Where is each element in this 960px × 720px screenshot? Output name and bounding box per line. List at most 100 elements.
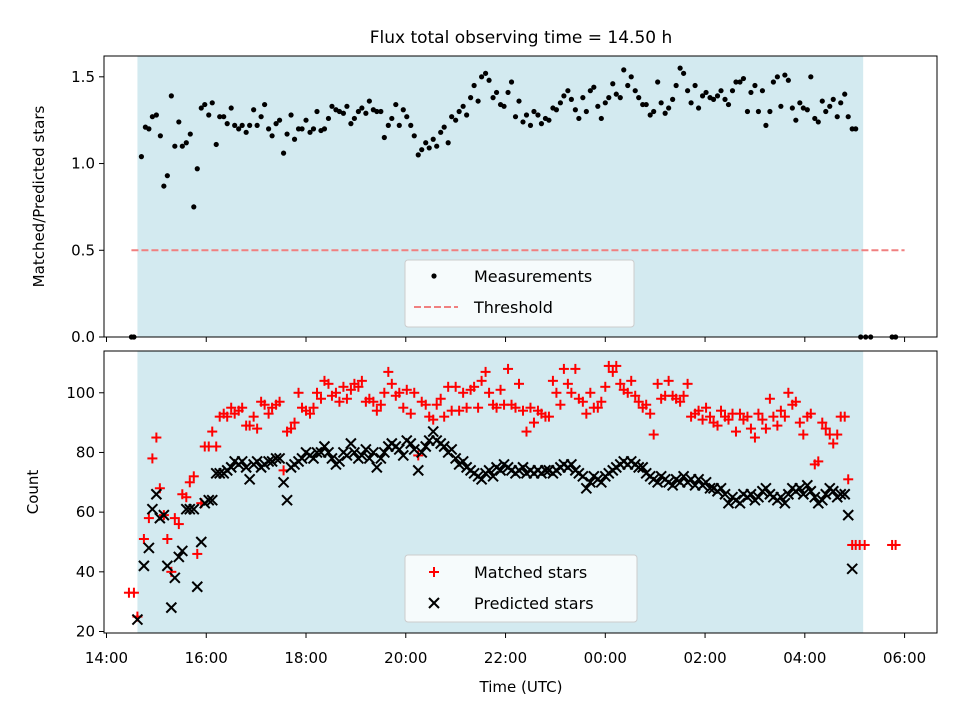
predicted-star-point [333, 455, 346, 468]
count-y-label: Count [24, 470, 42, 515]
measurement-point [520, 119, 526, 125]
measurement-point [262, 101, 268, 108]
matched-star-point [143, 513, 154, 524]
count-y-tick-label: 100 [66, 384, 95, 402]
matched-star-point [570, 363, 581, 374]
time-x-tick-label: 20:00 [384, 649, 427, 667]
measurement-point [508, 79, 515, 85]
predicted-star-point [143, 542, 155, 554]
predicted-star-point [375, 452, 387, 465]
matched-star-point [611, 360, 622, 371]
measurement-point [276, 117, 283, 123]
matched-star-point [263, 408, 274, 419]
measurement-point [819, 98, 825, 104]
predicted-star-point [636, 461, 649, 474]
measurement-point [161, 183, 167, 189]
measurement-point [737, 79, 743, 85]
measurement-point [303, 117, 309, 123]
predicted-star-point [188, 503, 200, 515]
measurement-point [232, 122, 238, 128]
matched-star-point [772, 420, 783, 431]
measurement-point [710, 96, 717, 102]
predicted-star-point [277, 476, 290, 489]
predicted-star-point [816, 494, 828, 506]
predicted-star-point [240, 461, 252, 474]
matched-star-point [248, 411, 259, 422]
matched-star-point [581, 408, 592, 419]
measurement-point [329, 103, 335, 109]
matched-star-point [435, 393, 446, 404]
matched-star-point [341, 393, 352, 404]
matched-star-point [630, 390, 641, 401]
matched-star-point [742, 411, 753, 422]
matched-star-point [607, 366, 618, 377]
predicted-star-point [595, 476, 608, 489]
matched-star-point [663, 375, 674, 386]
measurement-point [355, 108, 361, 115]
predicted-star-point [307, 452, 320, 465]
matched-star-point [820, 423, 831, 434]
predicted-star-point [677, 470, 690, 483]
measurement-point [449, 114, 455, 120]
matched-star-point [705, 411, 716, 422]
predicted-star-point [438, 440, 450, 453]
measurement-point [490, 95, 496, 101]
measurement-point [793, 117, 799, 123]
measurement-point [460, 103, 466, 109]
predicted-star-point [311, 446, 323, 459]
matched-star-point [353, 381, 364, 392]
measurement-point [194, 166, 200, 172]
measurement-point [228, 105, 234, 111]
measurement-point [172, 143, 178, 149]
measurement-point [572, 107, 578, 113]
matched-star-point [222, 411, 233, 422]
measurement-point [168, 93, 174, 99]
matched-star-point [757, 414, 768, 425]
matched-star-point [697, 414, 708, 425]
matched-star-point [368, 396, 379, 407]
predicted-star-point [539, 464, 552, 477]
measurement-point [389, 115, 395, 122]
measurement-point [628, 74, 634, 80]
ratio-y-tick-label: 0.5 [71, 241, 95, 259]
measurement-point [763, 122, 769, 128]
measurement-point [291, 136, 298, 142]
measurement-point [531, 108, 537, 115]
measurement-point [583, 108, 589, 115]
measurement-point [546, 117, 552, 123]
predicted-star-point [827, 485, 839, 497]
matched-star-point [274, 396, 285, 407]
measurement-point [692, 82, 698, 89]
measurement-point [718, 88, 724, 94]
measurement-point [625, 82, 631, 89]
matched-star-point [805, 408, 816, 419]
measurement-point [254, 122, 260, 128]
measurement-point [643, 101, 649, 108]
matched-star-point [394, 387, 405, 398]
predicted-star-point [719, 488, 731, 500]
predicted-star-point [427, 425, 439, 438]
matched-star-point [596, 396, 607, 407]
measurement-point [598, 115, 604, 122]
x-axis-label: Time (UTC) [479, 678, 563, 696]
predicted-star-point [666, 479, 679, 491]
ratio-legend-box [404, 259, 635, 328]
matched-star-point [764, 393, 775, 404]
predicted-star-point [405, 437, 417, 450]
measurement-point [464, 112, 470, 118]
time-x-tick-label: 04:00 [783, 649, 826, 667]
measurement-point [722, 96, 728, 102]
predicted-star-point [341, 449, 353, 462]
matched-star-point [716, 405, 727, 416]
measurement-point [823, 108, 829, 115]
predicted-star-point [445, 443, 458, 456]
count-legend-box [404, 554, 638, 623]
chart-title: Flux total observing time = 14.50 h [370, 28, 673, 48]
measurement-point [471, 82, 477, 89]
matched-star-point [311, 387, 322, 398]
matched-star-point [305, 408, 316, 419]
matched-star-point [308, 402, 319, 413]
measurement-point [733, 79, 739, 85]
matched-star-point [383, 366, 394, 377]
measurement-point [516, 98, 522, 104]
